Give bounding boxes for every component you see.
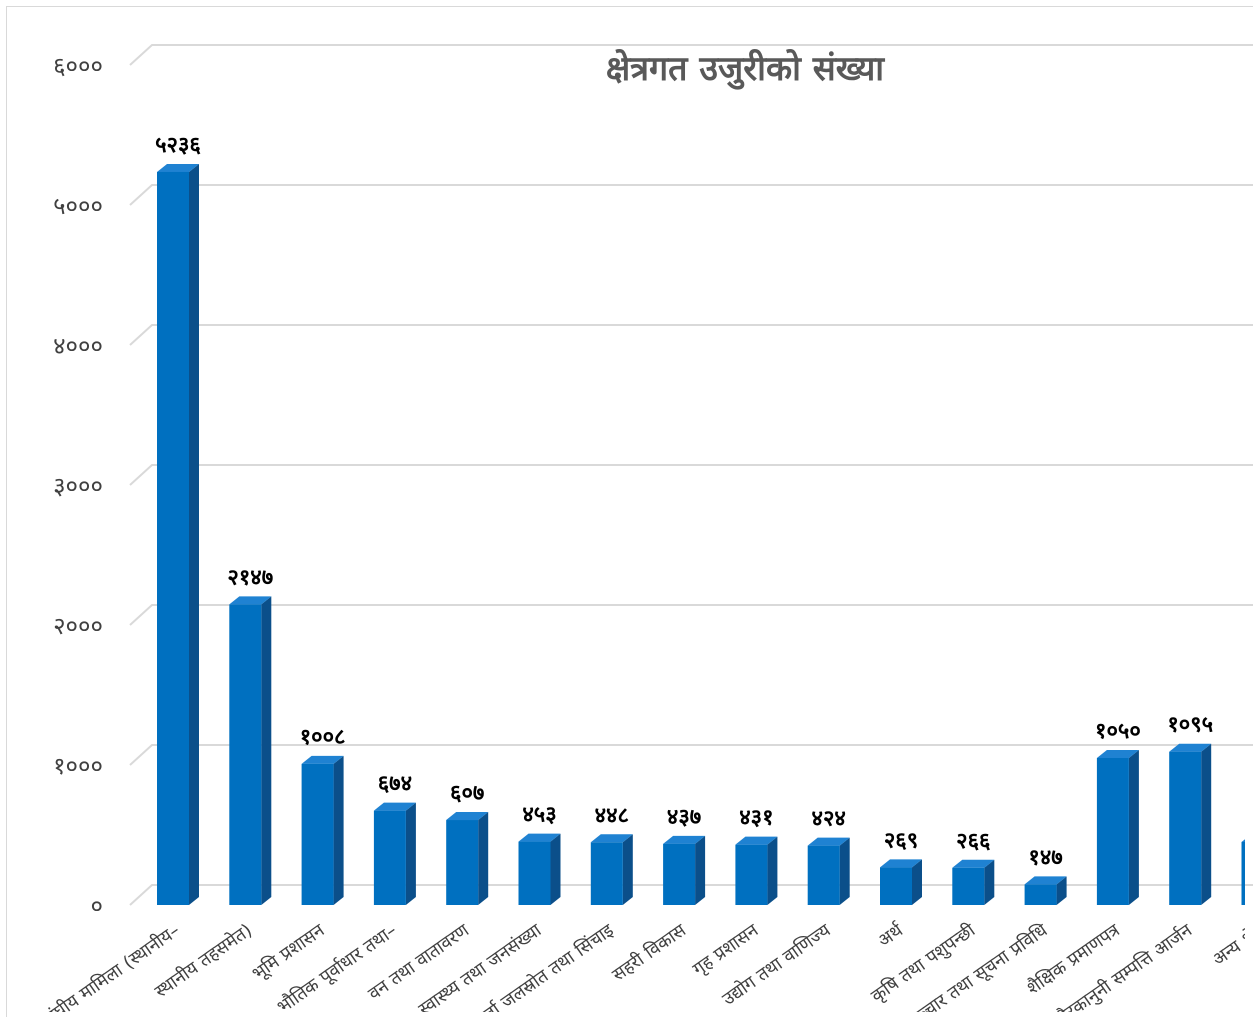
data-labels: ५२३६ २१४७ १००८ ६७४ ६०७ ४५३ ४४८ ४३७ ४३१ ४२४ २६९ २६६ १…: [155, 133, 1213, 870]
data-label: २६९: [884, 828, 918, 853]
gridline: [129, 184, 1253, 206]
x-tick-label: सहरी विकास: [608, 919, 691, 986]
x-tick-label: अन्य क्षेत्र: [1208, 918, 1253, 970]
y-axis-ticks: ० १००० २००० ३००० ४००० ५००० ६०००: [53, 52, 103, 920]
bar: [880, 859, 922, 905]
bar: [663, 835, 706, 905]
chart-title: क्षेत्रगत उजुरीको संख्या: [606, 48, 885, 90]
x-tick-label: अर्थ: [874, 919, 908, 952]
x-axis-ticks: संघीय मामिला (स्थानीय–स्थानीय तहसमेत)भूम…: [39, 918, 1253, 1017]
bar: [735, 836, 778, 905]
bar: [952, 859, 995, 905]
bar: [229, 596, 272, 905]
gridline: [129, 324, 1253, 346]
x-tick-label: स्वास्थ्य तथा जनसंख्या: [415, 920, 546, 1017]
y-tick-label: ४०००: [53, 332, 103, 360]
data-label: ५२३६: [155, 133, 201, 158]
gridlines: [129, 44, 1253, 906]
bar: [518, 833, 561, 905]
data-label: ४२४: [812, 807, 846, 832]
bar: [1169, 743, 1212, 905]
bar: [301, 755, 344, 905]
y-tick-label: ६०००: [53, 52, 103, 80]
bar: [1241, 839, 1245, 905]
data-label: १४७: [1028, 845, 1062, 870]
data-label: २६६: [956, 829, 991, 854]
bar: [1024, 876, 1067, 905]
gridline: [129, 744, 1253, 766]
y-tick-label: २०००: [53, 612, 103, 640]
data-label: ४५३: [522, 803, 556, 828]
gridline: [129, 44, 1253, 66]
chart-frame: [6, 6, 1253, 1017]
bar: [590, 834, 633, 905]
data-label: ४४८: [595, 803, 629, 828]
data-label: १०५०: [1095, 719, 1141, 744]
bar: [807, 837, 850, 905]
y-tick-label: ३०००: [53, 472, 103, 500]
x-tick-label: भौतिक पूर्वाधार तथा–: [273, 919, 401, 1017]
data-label: ६७४: [378, 772, 412, 797]
bar: [446, 812, 489, 905]
bar: [373, 802, 416, 905]
y-tick-label: १०००: [53, 752, 103, 780]
bars: [157, 163, 1245, 905]
data-label: २१४७: [227, 565, 273, 590]
data-label: ४३१: [739, 806, 773, 831]
data-label: ६०७: [450, 781, 484, 806]
y-tick-label: ०: [91, 892, 103, 920]
data-label: १००८: [300, 725, 346, 750]
bar: [157, 163, 199, 905]
gridline: [129, 604, 1253, 626]
bar: [1096, 750, 1139, 905]
y-tick-label: ५०००: [53, 192, 103, 220]
data-label: १०९५: [1167, 713, 1213, 738]
gridline: [129, 464, 1253, 486]
data-label: ४३७: [667, 805, 701, 830]
